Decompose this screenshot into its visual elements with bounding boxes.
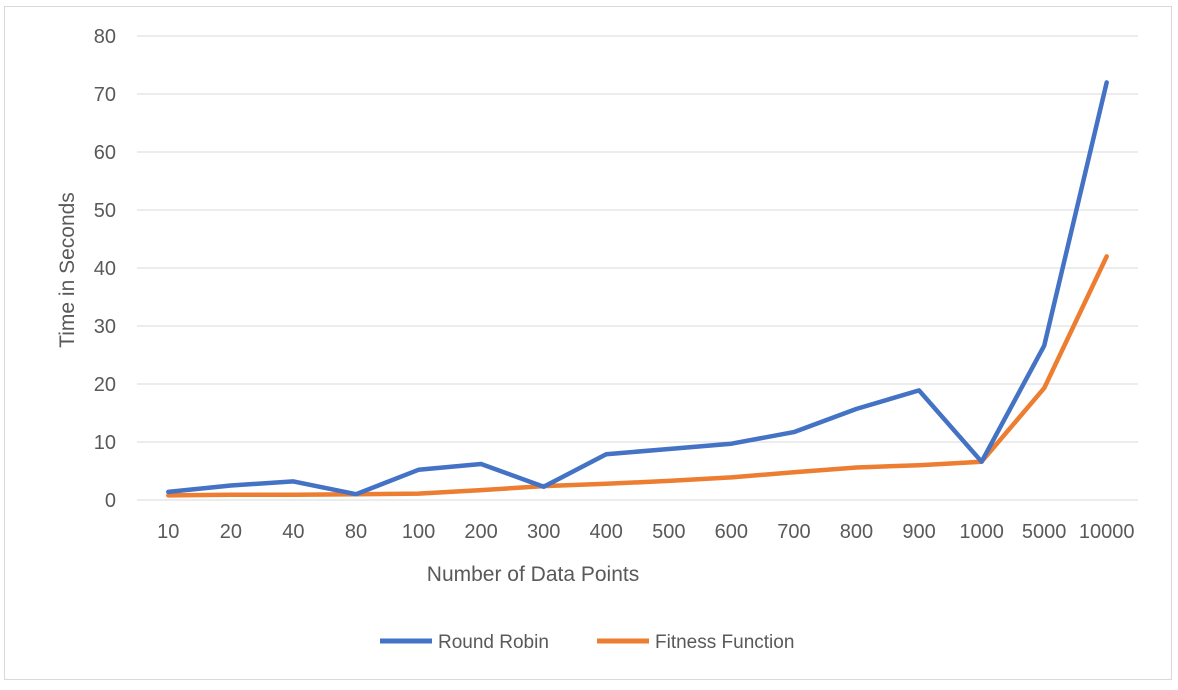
x-tick-label: 80 [345, 521, 367, 543]
x-tick-label: 10000 [1079, 521, 1135, 543]
x-tick-label: 100 [402, 521, 435, 543]
y-tick-label: 60 [94, 142, 116, 164]
x-tick-label: 200 [464, 521, 497, 543]
x-tick-label: 900 [902, 521, 935, 543]
chart-frame [4, 6, 1172, 680]
x-tick-label: 700 [777, 521, 810, 543]
x-tick-label: 20 [220, 521, 242, 543]
y-tick-label: 80 [94, 26, 116, 48]
y-tick-label: 30 [94, 316, 116, 338]
legend: Round Robin Fitness Function [380, 632, 794, 653]
legend-label-fitness-function: Fitness Function [655, 632, 794, 653]
y-tick-label: 0 [105, 490, 116, 512]
x-tick-label: 5000 [1022, 521, 1067, 543]
series-line-round-robin [166, 80, 1109, 497]
x-tick-label: 400 [590, 521, 623, 543]
y-axis-tick-labels: 0 10 20 30 40 50 60 70 80 [94, 26, 116, 512]
y-tick-label: 70 [94, 84, 116, 106]
x-tick-label: 600 [715, 521, 748, 543]
x-tick-label: 500 [652, 521, 685, 543]
y-tick-label: 50 [94, 200, 116, 222]
y-tick-label: 20 [94, 374, 116, 396]
x-axis-title: Number of Data Points [427, 563, 639, 586]
x-axis-tick-labels: 10 20 40 80 100 200 300 400 500 600 700 800 900 1000 5… [157, 521, 1134, 543]
x-tick-label: 1000 [959, 521, 1004, 543]
x-tick-label: 300 [527, 521, 560, 543]
y-tick-label: 40 [94, 258, 116, 280]
series-line-fitness-function [166, 254, 1109, 498]
series-lines [166, 80, 1109, 498]
x-tick-label: 10 [157, 521, 179, 543]
legend-label-round-robin: Round Robin [438, 632, 549, 653]
y-axis-title: Time in Seconds [56, 192, 79, 348]
gridlines [137, 35, 1138, 501]
x-tick-label: 40 [282, 521, 304, 543]
y-tick-label: 10 [94, 432, 116, 454]
legend-item-round-robin[interactable]: Round Robin [380, 632, 549, 653]
x-tick-label: 800 [840, 521, 873, 543]
legend-item-fitness-function[interactable]: Fitness Function [597, 632, 794, 653]
